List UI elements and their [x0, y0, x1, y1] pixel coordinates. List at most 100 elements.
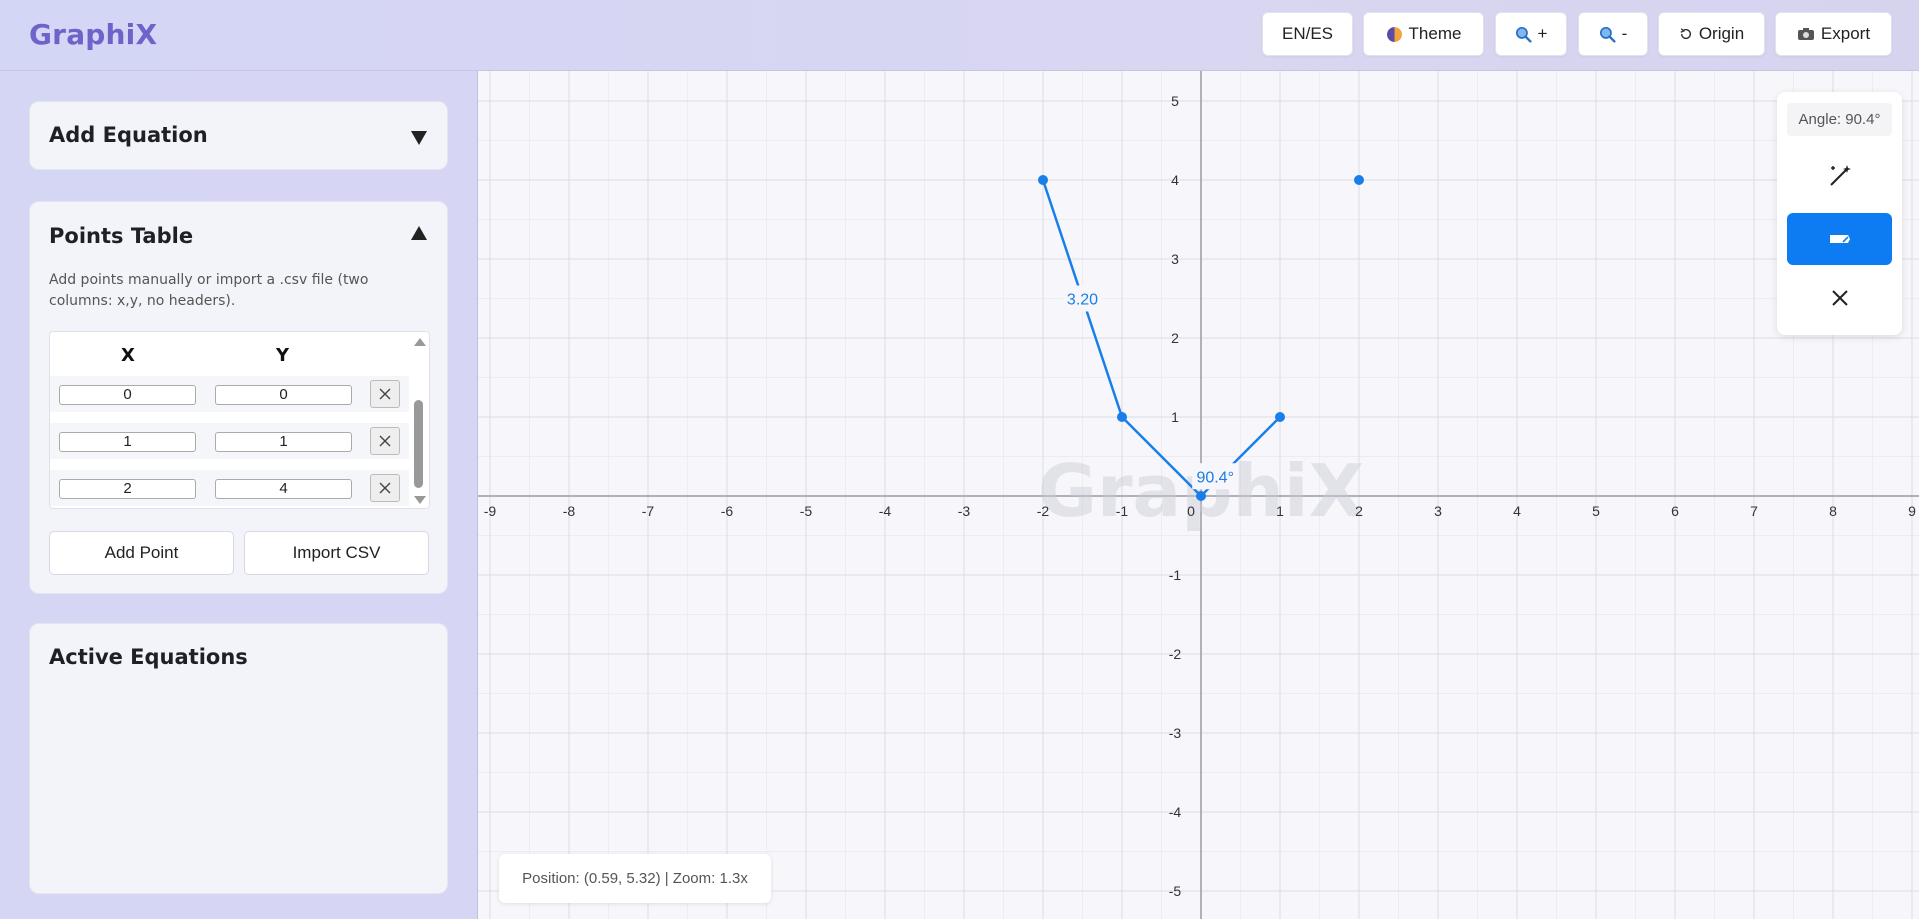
y-tick-label: -2: [1169, 646, 1182, 662]
x-tick-label: 4: [1513, 503, 1521, 519]
zoom-in-icon: [1515, 26, 1532, 43]
zoom-in-button[interactable]: +: [1495, 12, 1567, 56]
scroll-thumb[interactable]: [414, 400, 423, 488]
plot-point: [1117, 412, 1127, 422]
ruler-icon: [1829, 235, 1850, 243]
x-tick-label: 7: [1750, 503, 1758, 519]
x-tick-label: 6: [1671, 503, 1679, 519]
theme-button[interactable]: Theme: [1363, 12, 1484, 56]
zoom-out-label: -: [1621, 24, 1628, 43]
y-input[interactable]: 4: [215, 479, 352, 499]
table-scrollbar[interactable]: [409, 332, 429, 508]
x-tick-label: -3: [958, 503, 971, 519]
points-help-text: Add points manually or import a .csv fil…: [49, 272, 369, 309]
x-tick-label: -7: [642, 503, 655, 519]
close-icon: [1831, 290, 1848, 306]
x-input[interactable]: 1: [59, 432, 196, 452]
close-icon: [379, 388, 391, 400]
y-tick-label: -3: [1169, 725, 1182, 741]
x-tick-label: 8: [1829, 503, 1837, 519]
plot-point: [1275, 412, 1285, 422]
zoom-out-button[interactable]: -: [1578, 12, 1648, 56]
distance-label: 3.20: [1067, 292, 1098, 309]
origin-button[interactable]: Origin: [1658, 12, 1765, 56]
active-equations-title: Active Equations: [49, 645, 248, 669]
x-tick-label: -1: [1116, 503, 1129, 519]
x-tick-label: 5: [1592, 503, 1600, 519]
status-bar: Position: (0.59, 5.32) | Zoom: 1.3x: [499, 854, 771, 903]
theme-label: Theme: [1408, 24, 1462, 43]
graph-canvas[interactable]: GraphiX -9 -8 -7 -6 -5 -4 -3 -2 -1 0 1 2 3 4 5 6 7 8 9 5 4 3 2 1…: [478, 71, 1919, 919]
theme-icon: [1386, 26, 1403, 43]
y-tick-label: -4: [1169, 804, 1182, 820]
points-table-title: Points Table: [49, 224, 194, 248]
magic-wand-icon: [1829, 165, 1851, 186]
y-tick-label: 2: [1171, 330, 1179, 346]
distance-label-bg: [1062, 285, 1103, 312]
x-tick-label: 3: [1434, 503, 1442, 519]
y-tick-label: 5: [1171, 93, 1179, 109]
angle-label-bg: [1192, 463, 1239, 490]
chevron-up-icon[interactable]: [411, 226, 427, 240]
close-icon: [379, 482, 391, 494]
x-tick-label: -8: [563, 503, 576, 519]
x-tick-label: -4: [879, 503, 892, 519]
measure-tools-panel: Angle: 90.4°: [1777, 92, 1902, 335]
active-equations-panel: Active Equations: [29, 623, 448, 894]
x-tick-label: 9: [1908, 503, 1916, 519]
y-tick-label: -1: [1169, 567, 1182, 583]
camera-icon: [1797, 27, 1815, 41]
plot-point: [1196, 491, 1206, 501]
add-equation-panel[interactable]: Add Equation: [29, 101, 448, 170]
clear-tool-button[interactable]: [1787, 272, 1892, 324]
language-toggle-button[interactable]: EN/ES: [1262, 12, 1353, 56]
export-label: Export: [1820, 24, 1871, 43]
plot-point: [1038, 175, 1048, 185]
x-input[interactable]: 2: [59, 479, 196, 499]
points-table: X Y 0 0 1 1 2 4: [49, 331, 430, 509]
column-header-x: X: [121, 345, 135, 366]
column-header-y: Y: [276, 345, 290, 366]
x-tick-label: 1: [1276, 503, 1284, 519]
x-tick-label: -5: [800, 503, 813, 519]
close-icon: [379, 435, 391, 447]
app-logo: GraphiX: [29, 18, 158, 51]
export-button[interactable]: Export: [1775, 12, 1892, 56]
delete-row-button[interactable]: [370, 427, 400, 455]
x-tick-label: -9: [484, 503, 497, 519]
x-tick-label: -2: [1037, 503, 1050, 519]
graph-svg[interactable]: GraphiX-9 -8 -7 -6 -5 -4 -3 -2 -1 0 1 2 3 4 5 6 7 8 954321…: [478, 71, 1919, 919]
delete-row-button[interactable]: [370, 380, 400, 408]
y-tick-label: -5: [1169, 883, 1182, 899]
zoom-out-icon: [1599, 26, 1616, 43]
y-input[interactable]: 0: [215, 385, 352, 405]
points-table-panel: Points Table Add points manually or impo…: [29, 201, 448, 594]
x-tick-label: 0: [1187, 503, 1195, 519]
scroll-up-icon[interactable]: [414, 338, 426, 346]
y-tick-label: 1: [1171, 409, 1179, 425]
scroll-down-icon[interactable]: [414, 496, 426, 504]
table-row: 0 0: [50, 376, 410, 412]
reset-icon: [1679, 27, 1693, 41]
angle-readout: Angle: 90.4°: [1787, 103, 1892, 136]
sidebar: Add Equation Points Table Add points man…: [0, 71, 478, 919]
y-tick-label: 4: [1171, 172, 1179, 188]
magic-wand-tool-button[interactable]: [1787, 150, 1892, 202]
table-row: 2 4: [50, 470, 410, 506]
x-input[interactable]: 0: [59, 385, 196, 405]
table-row: 1 1: [50, 423, 410, 459]
add-equation-title: Add Equation: [49, 123, 208, 147]
origin-label: Origin: [1698, 24, 1745, 43]
add-point-button[interactable]: Add Point: [49, 531, 234, 575]
ruler-tool-button[interactable]: [1787, 213, 1892, 265]
y-tick-label: 3: [1171, 251, 1179, 267]
x-tick-label: 2: [1355, 503, 1363, 519]
language-label: EN/ES: [1281, 24, 1334, 43]
y-input[interactable]: 1: [215, 432, 352, 452]
plot-point: [1354, 175, 1364, 185]
import-csv-button[interactable]: Import CSV: [244, 531, 429, 575]
chevron-down-icon[interactable]: [411, 131, 427, 145]
delete-row-button[interactable]: [370, 474, 400, 502]
zoom-in-label: +: [1537, 24, 1548, 43]
top-bar: GraphiX EN/ES Theme + - Origin Export: [0, 0, 1919, 71]
